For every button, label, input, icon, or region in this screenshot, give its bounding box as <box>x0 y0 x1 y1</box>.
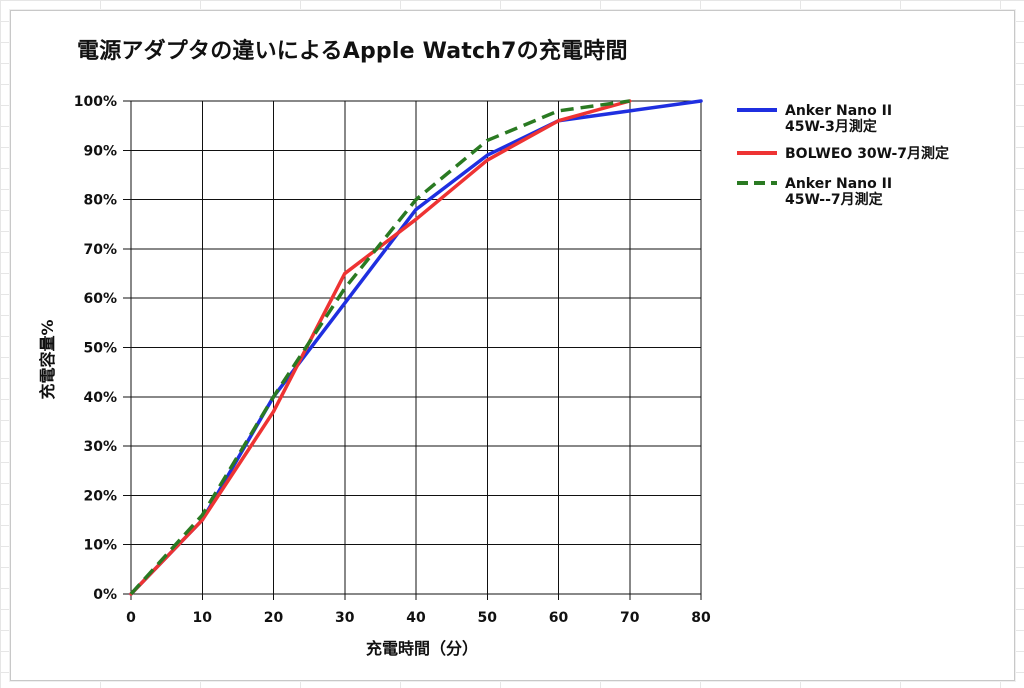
x-tick-label: 0 <box>126 610 136 626</box>
series-lines <box>129 99 703 596</box>
y-tick-label: 100% <box>74 94 117 110</box>
x-tick-label: 20 <box>264 610 284 626</box>
y-tick-label: 10% <box>83 538 117 554</box>
y-tick-label: 90% <box>83 143 117 159</box>
y-tick-label: 70% <box>83 242 117 258</box>
y-tick-label: 30% <box>83 439 117 455</box>
legend-label: Anker Nano II <box>785 103 892 119</box>
y-tick-label: 20% <box>83 488 117 504</box>
y-tick-label: 50% <box>83 341 117 357</box>
chart-card: 電源アダプタの違いによるApple Watch7の充電時間 <box>10 10 1015 681</box>
y-tick-label: 40% <box>83 390 117 406</box>
series-line-3 <box>129 99 630 596</box>
legend-label: Anker Nano II <box>785 176 892 192</box>
x-tick-label: 30 <box>335 610 355 626</box>
legend-label: BOLWEO 30W-7月測定 <box>785 145 949 162</box>
y-tick-label: 80% <box>83 193 117 209</box>
y-tick-label: 0% <box>93 587 117 603</box>
x-tick-label: 70 <box>620 610 640 626</box>
x-tick-label: 60 <box>549 610 569 626</box>
y-tick-label: 60% <box>83 291 117 307</box>
x-axis-title: 充電時間（分） <box>366 639 478 658</box>
x-tick-label: 80 <box>691 610 711 626</box>
y-axis-ticks: 0% 10% 20% 30% 40% 50% 60% 70% 80% 90% 100% <box>74 94 131 603</box>
grid-lines <box>130 100 702 595</box>
x-tick-label: 50 <box>478 610 498 626</box>
x-axis-ticks: 0 10 20 30 40 50 60 70 80 <box>126 594 711 626</box>
y-axis-title: 充電容量% <box>38 319 57 399</box>
legend-label: 45W-3月測定 <box>785 118 877 135</box>
legend-label: 45W--7月測定 <box>785 191 883 208</box>
x-tick-label: 10 <box>193 610 213 626</box>
legend-item: BOLWEO 30W-7月測定 <box>737 145 949 162</box>
x-tick-label: 40 <box>406 610 426 626</box>
chart-title: 電源アダプタの違いによるApple Watch7の充電時間 <box>77 39 628 64</box>
